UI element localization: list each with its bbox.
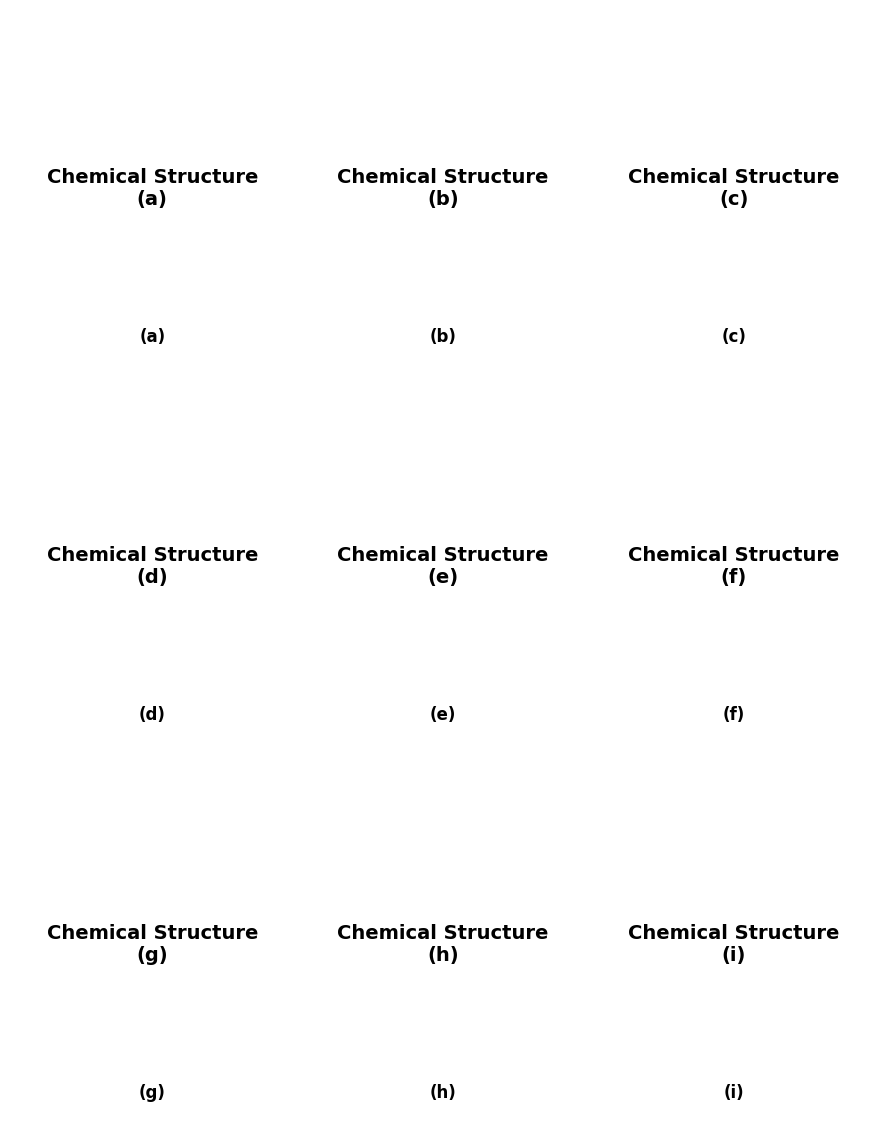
Text: Chemical Structure
(i): Chemical Structure (i) [628,923,839,964]
Text: (a): (a) [139,329,166,347]
Text: Chemical Structure
(a): Chemical Structure (a) [47,169,258,210]
Text: Chemical Structure
(c): Chemical Structure (c) [628,169,839,210]
Text: (c): (c) [721,329,746,347]
Text: (b): (b) [430,329,456,347]
Text: (g): (g) [139,1083,166,1101]
Text: (i): (i) [723,1083,744,1101]
Text: Chemical Structure
(d): Chemical Structure (d) [47,546,258,587]
Text: Chemical Structure
(g): Chemical Structure (g) [47,923,258,964]
Text: Chemical Structure
(b): Chemical Structure (b) [338,169,548,210]
Text: Chemical Structure
(e): Chemical Structure (e) [338,546,548,587]
Text: (h): (h) [430,1083,456,1101]
Text: Chemical Structure
(f): Chemical Structure (f) [628,546,839,587]
Text: (f): (f) [723,706,745,724]
Text: (d): (d) [139,706,166,724]
Text: Chemical Structure
(h): Chemical Structure (h) [338,923,548,964]
Text: (e): (e) [430,706,456,724]
